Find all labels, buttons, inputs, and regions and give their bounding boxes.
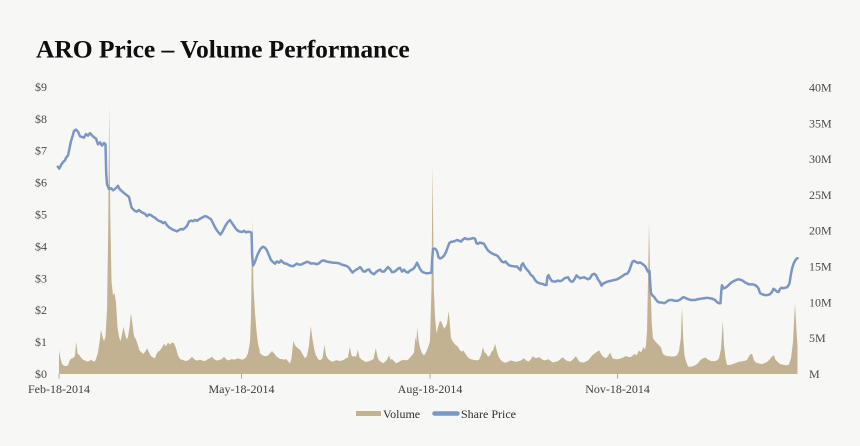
svg-text:15M: 15M (809, 260, 832, 274)
svg-text:M: M (809, 367, 820, 381)
svg-text:May-18-2014: May-18-2014 (209, 382, 275, 396)
svg-text:$3: $3 (35, 271, 47, 285)
svg-text:Volume: Volume (383, 407, 420, 421)
svg-text:$4: $4 (35, 239, 47, 253)
svg-text:20M: 20M (809, 224, 832, 238)
svg-text:10M: 10M (809, 295, 832, 309)
svg-text:25M: 25M (809, 188, 832, 202)
svg-text:5M: 5M (809, 331, 826, 345)
svg-text:Share Price: Share Price (461, 407, 516, 421)
svg-text:30M: 30M (809, 152, 832, 166)
svg-text:$5: $5 (35, 208, 47, 222)
svg-text:$9: $9 (35, 80, 47, 94)
svg-text:Aug-18-2014: Aug-18-2014 (398, 382, 463, 396)
svg-text:$0: $0 (35, 367, 47, 381)
svg-text:$7: $7 (35, 144, 47, 158)
svg-text:$2: $2 (35, 303, 47, 317)
svg-text:$8: $8 (35, 112, 47, 126)
svg-text:Feb-18-2014: Feb-18-2014 (28, 382, 90, 396)
svg-text:$6: $6 (35, 176, 47, 190)
svg-text:ARO Price – Volume Performance: ARO Price – Volume Performance (36, 35, 410, 64)
svg-text:40M: 40M (809, 81, 832, 95)
svg-text:Nov-18-2014: Nov-18-2014 (585, 382, 650, 396)
svg-text:$1: $1 (35, 335, 47, 349)
svg-text:35M: 35M (809, 116, 832, 130)
